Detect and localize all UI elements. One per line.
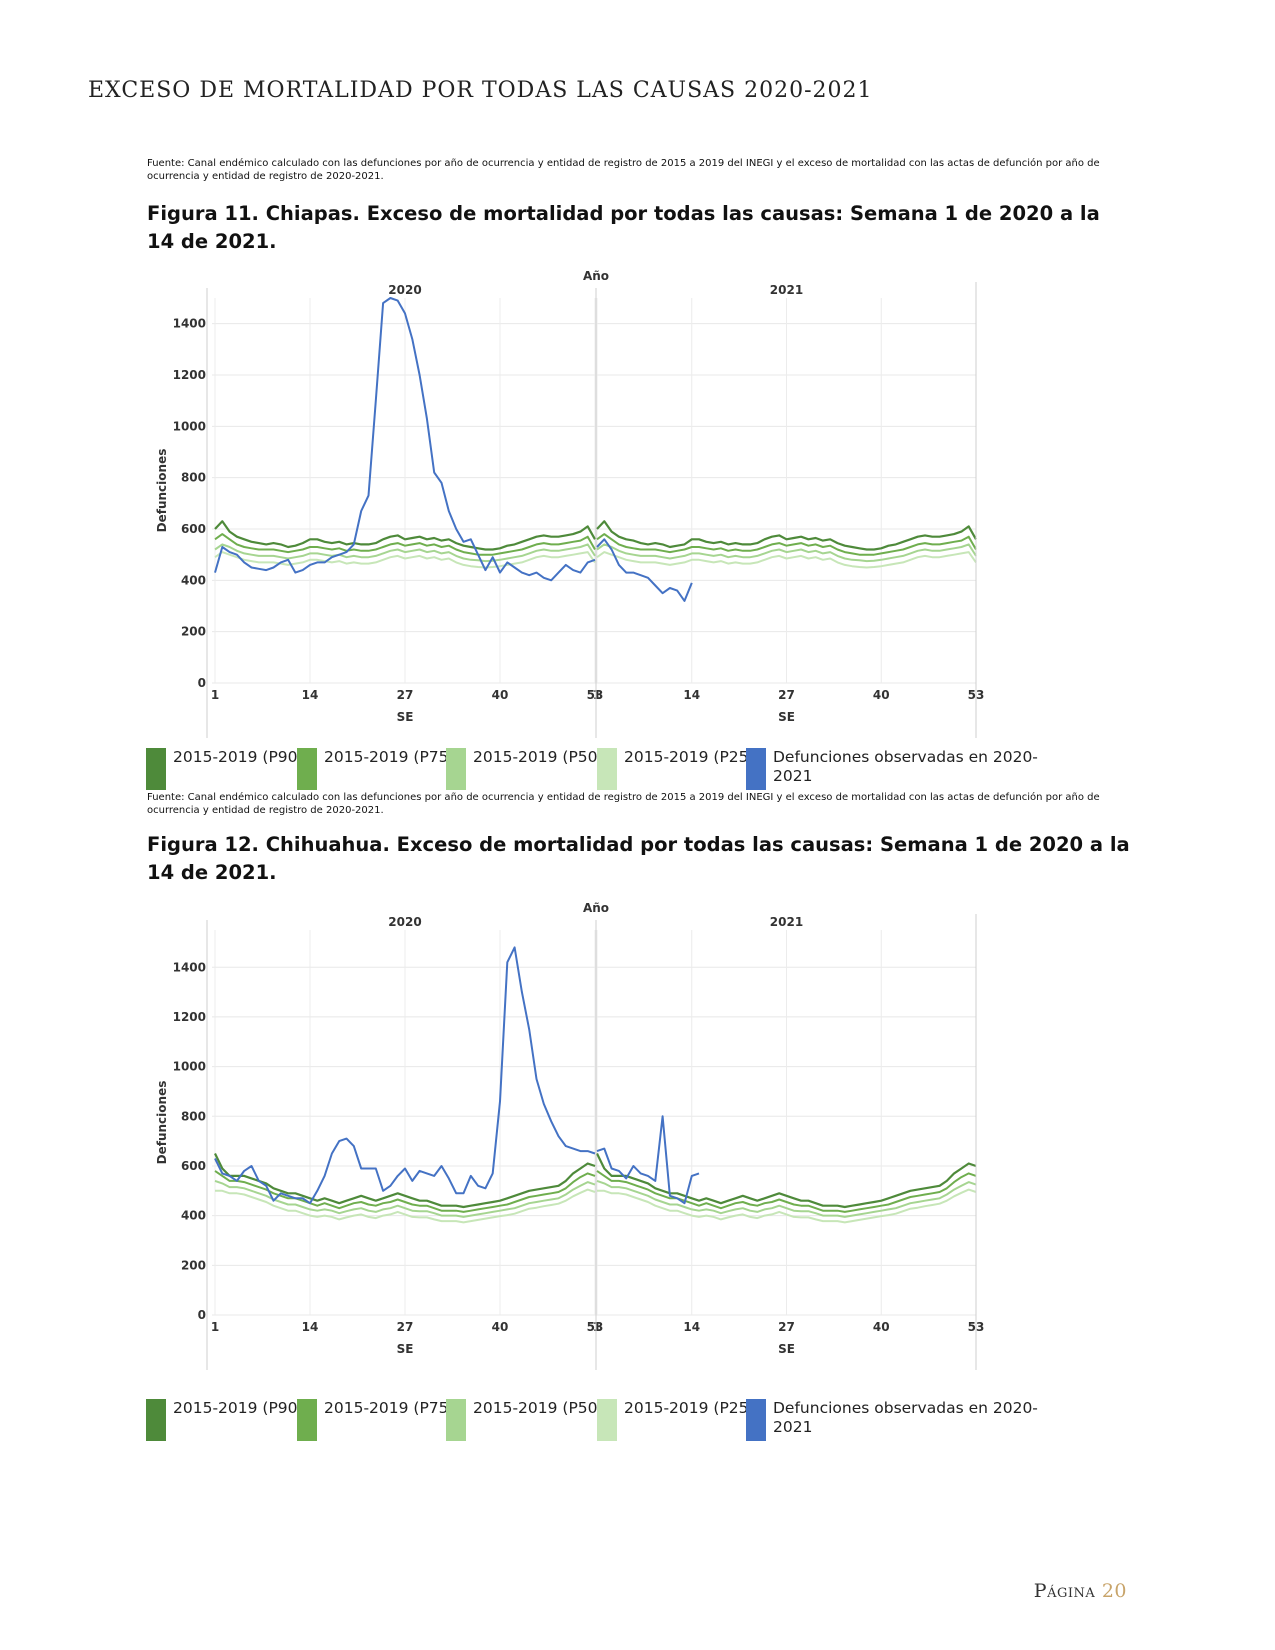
page-footer: Página 20 [1034,1580,1127,1602]
legend-label: 2015-2019 (P50) [473,748,604,766]
y-tick-label: 1400 [173,960,206,974]
series-line [215,1188,596,1224]
legend-label: Defunciones observadas en 2020-2021 [773,1399,1038,1436]
x-tick-label: 14 [683,1320,700,1334]
page-number: 20 [1101,1580,1127,1602]
legend-swatch [446,748,466,790]
y-tick-label: 200 [181,1258,206,1272]
series-line [596,538,693,602]
series-line [596,543,977,563]
legend-label: 2015-2019 (P90) [173,1399,304,1417]
x-tick-label: 14 [302,688,319,702]
y-axis-label: Defunciones [155,449,169,533]
series-line [214,533,596,556]
series-line [214,297,596,582]
x-axis-label: SE [397,710,414,724]
x-tick-label: 27 [778,1320,795,1334]
source-note: Fuente: Canal endémico calculado con las… [147,158,1100,182]
legend-swatch [746,1399,766,1441]
series-line [214,1153,596,1209]
y-tick-label: 400 [181,1209,206,1223]
panel-header: 2020 [388,915,421,929]
legend-swatch [297,1399,317,1441]
x-tick-label: 27 [397,688,414,702]
chart-svg: Año 0 200 400 600 800 1000 1200 1400 Defunciones 2… [155,901,984,1370]
x-tick-label: 27 [778,688,795,702]
legend: 2015-2019 (P90) 2015-2019 (P75) 2015-2019 … [146,748,1126,794]
y-tick-label: 1400 [173,317,206,331]
series-line [596,1115,700,1205]
y-tick-label: 600 [181,522,206,536]
x-axis-label: SE [397,1342,414,1356]
y-tick-label: 1200 [173,1010,206,1024]
legend-swatch [446,1399,466,1441]
panel-header: 2020 [388,283,421,297]
x-tick-label: 1 [593,1320,601,1334]
y-tick-label: 400 [181,573,206,587]
series-line [596,1179,977,1218]
series-line [214,520,596,551]
series-line [596,1153,977,1209]
y-axis-label: Defunciones [155,1081,169,1165]
y-tick-label: 1200 [173,368,206,382]
legend-label: 2015-2019 (P75) [324,748,455,766]
chart-figure-11: Año 0 200 400 600 800 1000 1200 1400 Defunciones 2… [150,268,1030,748]
page-label: Página [1033,1580,1096,1602]
source-note: Fuente: Canal endémico calculado con las… [147,792,1100,816]
legend: 2015-2019 (P90) 2015-2019 (P75) 2015-2019 … [146,1399,1126,1445]
x-tick-label: 40 [873,688,890,702]
series-line [596,551,977,569]
y-tick-label: 1000 [173,419,206,433]
legend-label: 2015-2019 (P25) [624,748,755,766]
figure-title: Figura 12. Chihuahua. Exceso de mortalid… [147,833,1130,884]
legend-label: 2015-2019 (P75) [324,1399,455,1417]
running-header: EXCESO DE MORTALIDAD POR TODAS LAS CAUSA… [88,78,873,103]
column-header: Año [583,901,609,915]
y-tick-label: 600 [181,1159,206,1173]
x-tick-label: 1 [211,688,219,702]
series-line [596,520,977,551]
panel-header: 2021 [770,283,803,297]
series-line [214,543,596,563]
series-line [596,533,977,556]
x-tick-label: 53 [587,688,604,702]
legend-swatch [297,748,317,790]
chart-svg: Año 0 200 400 600 800 1000 1200 1400 Defunciones 2… [155,269,984,738]
y-tick-label: 1000 [173,1060,206,1074]
x-axis-label: SE [778,1342,795,1356]
x-axis-label: SE [778,710,795,724]
x-tick-label: 40 [492,1320,509,1334]
legend-swatch [746,748,766,790]
y-tick-label: 0 [198,1308,206,1322]
legend-label: Defunciones observadas en 2020-2021 [773,748,1038,785]
x-tick-label: 1 [211,1320,219,1334]
legend-swatch [597,1399,617,1441]
x-tick-label: 14 [302,1320,319,1334]
figure-title: Figura 11. Chiapas. Exceso de mortalidad… [147,202,1100,253]
chart-figure-12: Año 0 200 400 600 800 1000 1200 1400 Defunciones 2… [150,900,1030,1380]
series-line [214,946,596,1205]
x-tick-label: 40 [873,1320,890,1334]
y-tick-label: 200 [181,625,206,639]
legend-swatch [146,748,166,790]
series-line [596,1170,977,1213]
y-tick-label: 800 [181,471,206,485]
x-tick-label: 27 [397,1320,414,1334]
x-tick-label: 1 [593,688,601,702]
x-tick-label: 40 [492,688,509,702]
series-line [597,1188,977,1224]
x-tick-label: 14 [683,688,700,702]
legend-label: 2015-2019 (P25) [624,1399,755,1417]
legend-swatch [146,1399,166,1441]
column-header: Año [583,269,609,283]
y-tick-label: 0 [198,676,206,690]
legend-label: 2015-2019 (P50) [473,1399,604,1417]
legend-swatch [597,748,617,790]
y-tick-label: 800 [181,1109,206,1123]
x-tick-label: 53 [587,1320,604,1334]
series-line [214,1179,596,1218]
legend-label: 2015-2019 (P90) [173,748,304,766]
panel-header: 2021 [770,915,803,929]
